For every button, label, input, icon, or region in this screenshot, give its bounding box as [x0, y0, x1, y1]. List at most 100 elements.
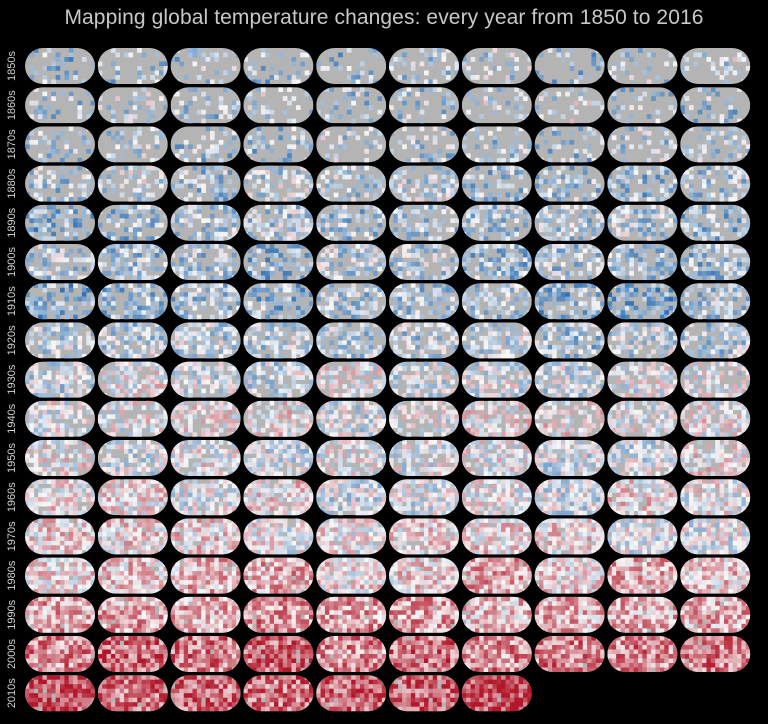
year-map-1911	[97, 283, 168, 320]
year-map-1852	[170, 48, 241, 84]
year-map-1855	[389, 48, 459, 84]
year-map-1889	[680, 165, 751, 202]
year-map-1910	[25, 283, 95, 320]
year-map-1944	[316, 400, 387, 437]
row-label-1900s: 1900s	[6, 247, 18, 277]
year-map-1970	[25, 518, 95, 555]
year-map-1920	[25, 322, 95, 359]
year-map-1883	[243, 165, 314, 202]
row-label-2010s: 2010s	[6, 678, 18, 708]
year-map-1952	[170, 440, 241, 476]
year-map-1853	[243, 48, 314, 84]
year-map-2013	[243, 675, 314, 712]
year-map-1996	[461, 596, 532, 633]
year-map-1913	[243, 283, 314, 320]
year-map-1851	[97, 48, 168, 84]
year-map-1956	[461, 440, 532, 476]
year-map-1986	[461, 557, 532, 594]
year-map-1976	[461, 518, 532, 555]
year-map-2010	[25, 675, 95, 712]
year-map-1882	[170, 165, 241, 202]
year-map-1967	[534, 479, 605, 516]
year-map-1938	[607, 361, 678, 398]
year-map-1912	[170, 283, 241, 320]
year-map-1875	[389, 126, 459, 163]
year-map-1933	[243, 361, 314, 398]
year-map-1916	[461, 283, 532, 320]
year-map-1984	[316, 557, 387, 594]
year-map-1880	[25, 165, 95, 202]
row-label-1920s: 1920s	[6, 325, 18, 355]
year-map-1974	[316, 518, 387, 555]
year-map-1850	[25, 48, 95, 84]
row-label-1850s: 1850s	[6, 51, 18, 81]
year-map-1942	[170, 400, 241, 437]
year-map-1994	[316, 596, 387, 633]
year-map-1936	[461, 361, 532, 398]
year-map-1897	[534, 204, 605, 241]
year-map-1990	[25, 596, 95, 633]
year-map-1985	[389, 557, 459, 594]
year-map-1935	[389, 361, 459, 398]
year-map-1937	[534, 361, 605, 398]
year-map-1979	[680, 518, 751, 555]
year-map-1977	[534, 518, 605, 555]
year-map-1962	[170, 479, 241, 516]
year-map-1963	[243, 479, 314, 516]
year-map-1878	[607, 126, 678, 163]
year-map-2001	[97, 636, 168, 672]
row-label-1970s: 1970s	[6, 521, 18, 551]
year-map-1964	[316, 479, 387, 516]
year-map-1860	[25, 87, 95, 124]
year-map-1953	[243, 440, 314, 476]
row-label-1960s: 1960s	[6, 482, 18, 512]
year-map-1983	[243, 557, 314, 594]
year-map-1894	[316, 204, 387, 241]
year-map-1873	[243, 126, 314, 163]
year-map-1871	[97, 126, 168, 163]
year-map-1865	[389, 87, 459, 124]
row-label-1950s: 1950s	[6, 443, 18, 473]
row-label-1880s: 1880s	[6, 168, 18, 198]
year-map-2005	[389, 636, 459, 672]
year-map-1981	[97, 557, 168, 594]
row-label-1870s: 1870s	[6, 129, 18, 159]
year-map-1954	[316, 440, 387, 476]
year-map-2012	[170, 675, 241, 712]
year-map-1870	[25, 126, 95, 163]
year-map-1869	[680, 87, 751, 124]
year-map-1987	[534, 557, 605, 594]
year-map-2003	[243, 636, 314, 672]
year-map-1903	[243, 244, 314, 280]
year-map-1945	[389, 400, 459, 437]
year-map-1941	[97, 400, 168, 437]
year-map-1948	[607, 400, 678, 437]
year-map-1856	[461, 48, 532, 84]
year-map-1862	[170, 87, 241, 124]
year-map-1989	[680, 557, 751, 594]
year-map-2009	[680, 636, 751, 672]
year-map-1930	[25, 361, 95, 398]
year-map-1876	[461, 126, 532, 163]
row-label-1940s: 1940s	[6, 403, 18, 433]
year-map-1971	[97, 518, 168, 555]
row-label-1910s: 1910s	[6, 286, 18, 316]
year-map-1934	[316, 361, 387, 398]
year-map-1915	[389, 283, 459, 320]
year-map-1925	[389, 322, 459, 359]
row-label-1990s: 1990s	[6, 599, 18, 629]
year-map-1968	[607, 479, 678, 516]
year-map-2006	[461, 636, 532, 672]
year-map-1946	[461, 400, 532, 437]
year-map-1854	[316, 48, 387, 84]
year-map-1949	[680, 400, 751, 437]
year-map-1874	[316, 126, 387, 163]
year-map-1926	[461, 322, 532, 359]
year-map-2007	[534, 636, 605, 672]
year-map-2008	[607, 636, 678, 672]
year-map-1961	[97, 479, 168, 516]
year-map-1957	[534, 440, 605, 476]
year-map-1868	[607, 87, 678, 124]
year-map-1939	[680, 361, 751, 398]
